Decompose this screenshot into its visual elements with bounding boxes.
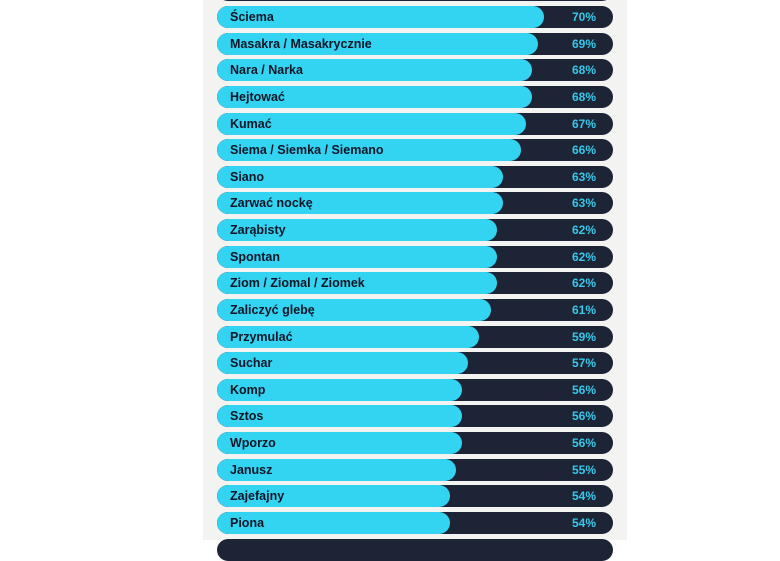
- bar: [217, 511, 450, 534]
- value-label: 67%: [571, 116, 596, 131]
- bar: [217, 325, 480, 348]
- bar-row: Zajefajny 54%: [217, 485, 613, 508]
- value-label: 70%: [571, 10, 596, 24]
- category-label: Suchar: [230, 356, 273, 371]
- bar-row: Zarwać nockę 63%: [217, 192, 613, 215]
- category-label: Hejtować: [230, 89, 285, 104]
- bar: [217, 245, 497, 268]
- value-label: 56%: [571, 382, 596, 397]
- category-label: Siema / Siemka / Siemano: [230, 143, 384, 158]
- value-label: 59%: [571, 329, 596, 344]
- category-label: Piona: [230, 515, 265, 530]
- category-label: Wporzo: [230, 436, 276, 451]
- horizontal-bar-chart: Ściema 70% Masakra / Masakrycznie 69% Nara /…: [217, 0, 613, 561]
- bar-row: Piona 54%: [217, 511, 613, 534]
- bar-row: Suchar 57%: [217, 352, 613, 375]
- category-label: Sztos: [230, 409, 264, 424]
- bar: [217, 485, 450, 508]
- bar: [217, 405, 462, 428]
- bar: [217, 139, 521, 162]
- category-label: Przymulać: [230, 329, 293, 344]
- value-label: 54%: [571, 515, 596, 530]
- bar: [217, 352, 468, 375]
- bar: [217, 112, 527, 135]
- value-label: 69%: [571, 36, 596, 51]
- bar: [217, 458, 456, 481]
- bar: [217, 59, 533, 82]
- category-label: Zaliczyć glebę: [230, 302, 315, 317]
- bar: [217, 165, 503, 188]
- category-label: Zajefajny: [230, 489, 285, 504]
- bar-row: Siema / Siemka / Siemano 66%: [217, 139, 613, 162]
- value-label: 57%: [571, 356, 596, 371]
- category-label: Spontan: [230, 249, 280, 264]
- value-label: 68%: [571, 89, 596, 104]
- category-label: Ziom / Ziomal / Ziomek: [230, 276, 365, 291]
- category-label: Masakra / Masakrycznie: [230, 36, 372, 51]
- bar: [217, 298, 492, 321]
- value-label: 62%: [571, 276, 596, 291]
- value-label: 68%: [571, 63, 596, 78]
- bar: [217, 219, 497, 242]
- bar-row: Siano 63%: [217, 165, 613, 188]
- bar-row: Ziom / Ziomal / Ziomek 62%: [217, 272, 613, 295]
- bar-row: Zarąbisty 62%: [217, 219, 613, 242]
- bar-row-partial-bottom: [217, 538, 613, 561]
- bar-row: Kumać 67%: [217, 112, 613, 135]
- bar-row-partial-top: [217, 0, 613, 2]
- bar-row: Spontan 62%: [217, 245, 613, 268]
- bar-row: Sztos 56%: [217, 405, 613, 428]
- value-label: 66%: [571, 143, 596, 158]
- bar: [217, 272, 497, 295]
- bar: [217, 378, 462, 401]
- bar: [217, 6, 544, 28]
- bar-row: Ściema 70%: [217, 6, 613, 28]
- value-label: 54%: [571, 489, 596, 504]
- bar: [217, 85, 533, 108]
- bar-row: Masakra / Masakrycznie 69%: [217, 32, 613, 55]
- bar: [217, 432, 462, 455]
- value-label: 62%: [571, 249, 596, 264]
- value-label: 56%: [571, 436, 596, 451]
- bar: [217, 32, 539, 55]
- bar-row: Zaliczyć glebę 61%: [217, 298, 613, 321]
- bar-row: Hejtować 68%: [217, 85, 613, 108]
- category-label: Kumać: [230, 116, 272, 131]
- category-label: Janusz: [230, 462, 273, 477]
- category-label: Zarąbisty: [230, 223, 286, 238]
- bar-row: Komp 56%: [217, 378, 613, 401]
- bar-row: Janusz 55%: [217, 458, 613, 481]
- category-label: Komp: [230, 382, 266, 397]
- value-label: 56%: [571, 409, 596, 424]
- bar-row: Przymulać 59%: [217, 325, 613, 348]
- value-label: 63%: [571, 196, 596, 211]
- category-label: Nara / Narka: [230, 63, 303, 78]
- value-label: 61%: [571, 302, 596, 317]
- category-label: Zarwać nockę: [230, 196, 313, 211]
- value-label: 62%: [571, 223, 596, 238]
- bar-row: Wporzo 56%: [217, 432, 613, 455]
- value-label: 55%: [571, 462, 596, 477]
- bar-row: Nara / Narka 68%: [217, 59, 613, 82]
- category-label: Siano: [230, 169, 265, 184]
- bar: [217, 192, 503, 215]
- value-label: 63%: [571, 169, 596, 184]
- category-label: Ściema: [230, 10, 274, 24]
